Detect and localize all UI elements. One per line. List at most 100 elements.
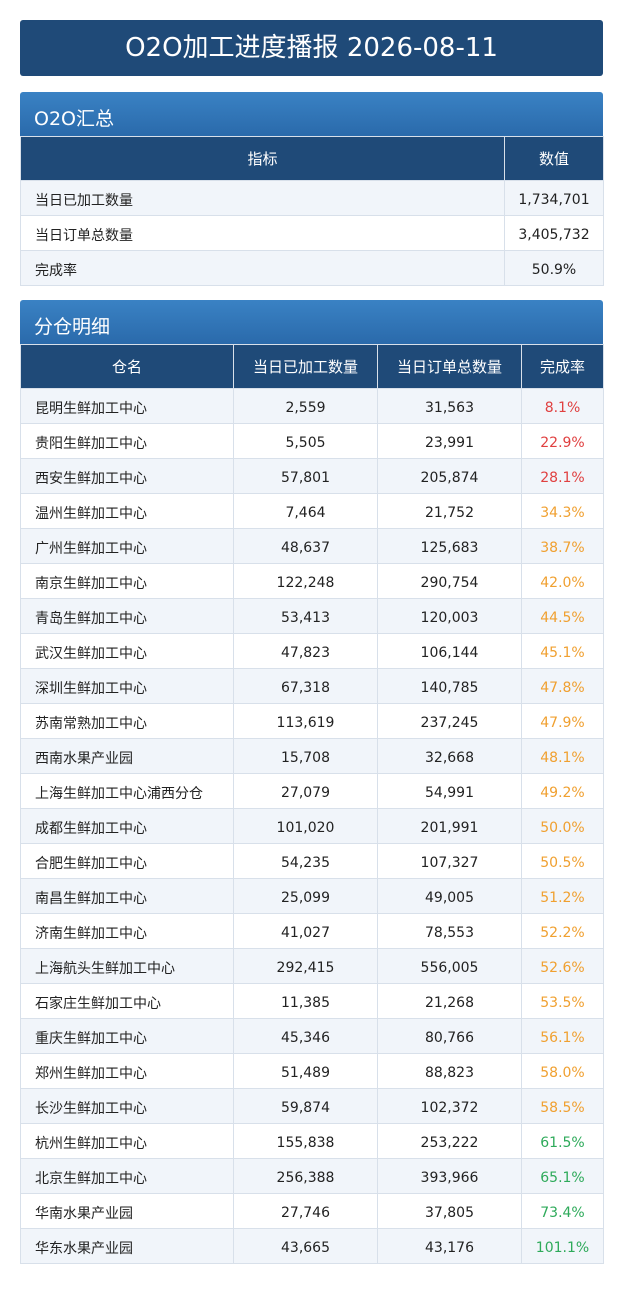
row: 南京生鲜加工中心 122,248 290,754 42.0% [20,563,604,599]
row: 广州生鲜加工中心 48,637 125,683 38.7% [20,528,604,564]
row: 贵阳生鲜加工中心 5,505 23,991 22.9% [20,423,604,459]
cell: 42.0% [521,563,604,599]
row: 合肥生鲜加工中心 54,235 107,327 50.5% [20,843,604,879]
row-label: 长沙生鲜加工中心 [20,1088,234,1124]
cell: 50.0% [521,808,604,844]
row-label: 完成率 [20,250,505,286]
row: 长沙生鲜加工中心 59,874 102,372 58.5% [20,1088,604,1124]
cell: 61.5% [521,1123,604,1159]
cell: 113,619 [233,703,378,739]
cell: 47.8% [521,668,604,704]
cell: 253,222 [377,1123,522,1159]
cell: 140,785 [377,668,522,704]
cell: 58.5% [521,1088,604,1124]
row-label: 南昌生鲜加工中心 [20,878,234,914]
row: 西安生鲜加工中心 57,801 205,874 28.1% [20,458,604,494]
column-header: 指标 [20,136,505,181]
cell: 107,327 [377,843,522,879]
row-label: 成都生鲜加工中心 [20,808,234,844]
summary-section: O2O汇总 指标 数值 当日已加工数量 1,734,701 当日订单总数量 3,405,… [20,92,604,286]
row-label: 贵阳生鲜加工中心 [20,423,234,459]
cell: 67,318 [233,668,378,704]
cell: 50.9% [504,250,604,286]
cell: 15,708 [233,738,378,774]
cell: 37,805 [377,1193,522,1229]
section-title: 分仓明细 [20,300,603,344]
cell: 51,489 [233,1053,378,1089]
cell: 58.0% [521,1053,604,1089]
row-label: 青岛生鲜加工中心 [20,598,234,634]
row-label: 上海航头生鲜加工中心 [20,948,234,984]
row-label: 苏南常熟加工中心 [20,703,234,739]
row-label: 昆明生鲜加工中心 [20,388,234,424]
row: 武汉生鲜加工中心 47,823 106,144 45.1% [20,633,604,669]
row-label: 石家庄生鲜加工中心 [20,983,234,1019]
cell: 49,005 [377,878,522,914]
column-header: 仓名 [20,344,234,389]
title: O2O加工进度播报 2026-08-11 [20,20,603,76]
cell: 155,838 [233,1123,378,1159]
cell: 7,464 [233,493,378,529]
cell: 53.5% [521,983,604,1019]
row: 郑州生鲜加工中心 51,489 88,823 58.0% [20,1053,604,1089]
cell: 34.3% [521,493,604,529]
row: 当日已加工数量 1,734,701 [20,180,604,216]
cell: 88,823 [377,1053,522,1089]
row: 华南水果产业园 27,746 37,805 73.4% [20,1193,604,1229]
cell: 38.7% [521,528,604,564]
cell: 56.1% [521,1018,604,1054]
cell: 27,746 [233,1193,378,1229]
column-header: 当日已加工数量 [233,344,378,389]
row-label: 重庆生鲜加工中心 [20,1018,234,1054]
row: 上海航头生鲜加工中心 292,415 556,005 52.6% [20,948,604,984]
row-label: 南京生鲜加工中心 [20,563,234,599]
cell: 45.1% [521,633,604,669]
cell: 78,553 [377,913,522,949]
cell: 205,874 [377,458,522,494]
cell: 102,372 [377,1088,522,1124]
row: 深圳生鲜加工中心 67,318 140,785 47.8% [20,668,604,704]
cell: 28.1% [521,458,604,494]
summary-table: 指标 数值 当日已加工数量 1,734,701 当日订单总数量 3,405,732 完成率… [20,136,604,286]
cell: 59,874 [233,1088,378,1124]
cell: 120,003 [377,598,522,634]
detail-section: 分仓明细 仓名 当日已加工数量 当日订单总数量 完成率 昆明生鲜加工中心 2,559 31… [20,300,604,1264]
cell: 80,766 [377,1018,522,1054]
row-label: 济南生鲜加工中心 [20,913,234,949]
cell: 47,823 [233,633,378,669]
cell: 41,027 [233,913,378,949]
cell: 47.9% [521,703,604,739]
cell: 11,385 [233,983,378,1019]
cell: 44.5% [521,598,604,634]
row-label: 深圳生鲜加工中心 [20,668,234,704]
row: 昆明生鲜加工中心 2,559 31,563 8.1% [20,388,604,424]
cell: 27,079 [233,773,378,809]
cell: 101,020 [233,808,378,844]
row: 杭州生鲜加工中心 155,838 253,222 61.5% [20,1123,604,1159]
row-label: 温州生鲜加工中心 [20,493,234,529]
row: 南昌生鲜加工中心 25,099 49,005 51.2% [20,878,604,914]
cell: 54,235 [233,843,378,879]
row: 济南生鲜加工中心 41,027 78,553 52.2% [20,913,604,949]
cell: 48,637 [233,528,378,564]
row: 青岛生鲜加工中心 53,413 120,003 44.5% [20,598,604,634]
cell: 290,754 [377,563,522,599]
row-label: 合肥生鲜加工中心 [20,843,234,879]
row-label: 华东水果产业园 [20,1228,234,1264]
cell: 393,966 [377,1158,522,1194]
cell: 49.2% [521,773,604,809]
row-label: 华南水果产业园 [20,1193,234,1229]
row-label: 广州生鲜加工中心 [20,528,234,564]
column-header: 当日订单总数量 [377,344,522,389]
row: 苏南常熟加工中心 113,619 237,245 47.9% [20,703,604,739]
row-label: 当日已加工数量 [20,180,505,216]
cell: 256,388 [233,1158,378,1194]
row: 重庆生鲜加工中心 45,346 80,766 56.1% [20,1018,604,1054]
cell: 65.1% [521,1158,604,1194]
cell: 8.1% [521,388,604,424]
column-header: 完成率 [521,344,604,389]
row: 温州生鲜加工中心 7,464 21,752 34.3% [20,493,604,529]
row-label: 北京生鲜加工中心 [20,1158,234,1194]
cell: 53,413 [233,598,378,634]
